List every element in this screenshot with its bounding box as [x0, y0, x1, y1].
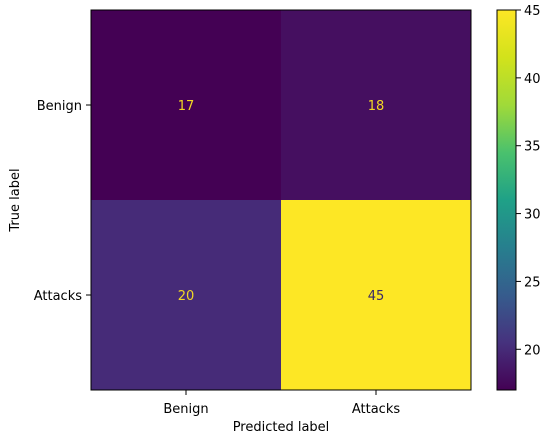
x-tick-label: Benign — [163, 402, 208, 417]
heatmap-cells — [91, 10, 471, 390]
colorbar-tick-label: 45 — [524, 4, 541, 19]
colorbar-tick-label: 20 — [524, 343, 541, 358]
cell-value-label: 17 — [178, 99, 195, 114]
heatmap-cell-attacks-attacks — [281, 200, 471, 390]
colorbar-tick-label: 40 — [524, 72, 541, 87]
x-axis-ticks: Benign Attacks — [163, 390, 400, 417]
x-tick-label: Attacks — [352, 402, 401, 417]
y-axis-label: True label — [8, 168, 23, 232]
colorbar-tick-label: 30 — [524, 208, 541, 223]
heatmap-cell-benign-attacks — [281, 10, 471, 200]
cell-value-label: 18 — [368, 99, 385, 114]
plot-frame — [90, 9, 472, 391]
cell-value-labels: 17 18 20 45 — [178, 99, 385, 304]
heatmap-cell-benign-benign — [91, 10, 281, 200]
y-tick-label: Benign — [37, 99, 82, 114]
colorbar-tick-label: 25 — [524, 275, 541, 290]
y-axis-ticks: Benign Attacks — [34, 99, 91, 304]
x-axis-label: Predicted label — [233, 420, 330, 435]
colorbar-ticks: 20 25 30 35 40 45 — [516, 4, 541, 358]
colorbar — [496, 9, 517, 391]
colorbar-tick-label: 35 — [524, 140, 541, 155]
heatmap-cell-attacks-benign — [91, 200, 281, 390]
cell-value-label: 45 — [368, 289, 385, 304]
y-tick-label: Attacks — [34, 289, 83, 304]
cell-value-label: 20 — [178, 289, 195, 304]
